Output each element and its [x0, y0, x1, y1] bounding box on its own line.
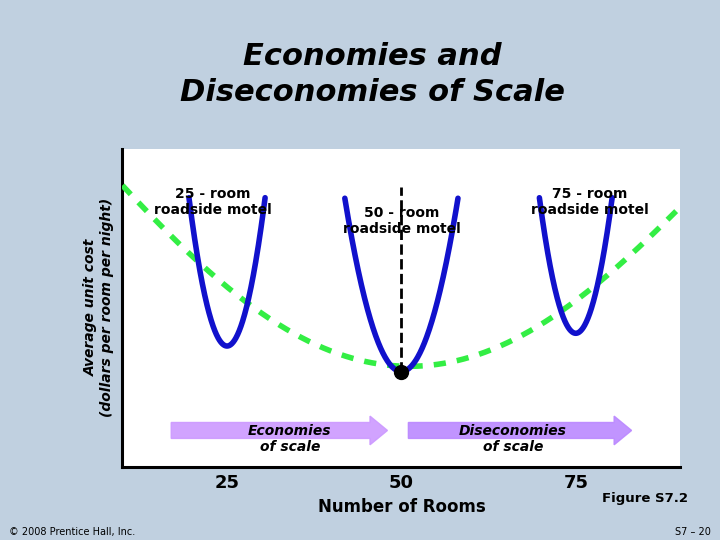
Text: Economies and
Diseconomies of Scale: Economies and Diseconomies of Scale — [180, 42, 565, 107]
Text: 75 - room
roadside motel: 75 - room roadside motel — [531, 187, 649, 217]
Text: Figure S7.2: Figure S7.2 — [602, 492, 688, 505]
FancyArrow shape — [408, 416, 631, 445]
Text: 25 - room
roadside motel: 25 - room roadside motel — [154, 187, 272, 217]
Text: © 2008 Prentice Hall, Inc.: © 2008 Prentice Hall, Inc. — [9, 526, 135, 537]
Text: 50 - room
roadside motel: 50 - room roadside motel — [343, 206, 460, 236]
Text: Diseconomies
of scale: Diseconomies of scale — [459, 424, 567, 454]
Text: Economies
of scale: Economies of scale — [248, 424, 331, 454]
FancyArrow shape — [171, 416, 387, 445]
X-axis label: Number of Rooms: Number of Rooms — [318, 497, 485, 516]
Y-axis label: Average unit cost
(dollars per room per night): Average unit cost (dollars per room per … — [84, 198, 114, 417]
Text: S7 – 20: S7 – 20 — [675, 526, 711, 537]
